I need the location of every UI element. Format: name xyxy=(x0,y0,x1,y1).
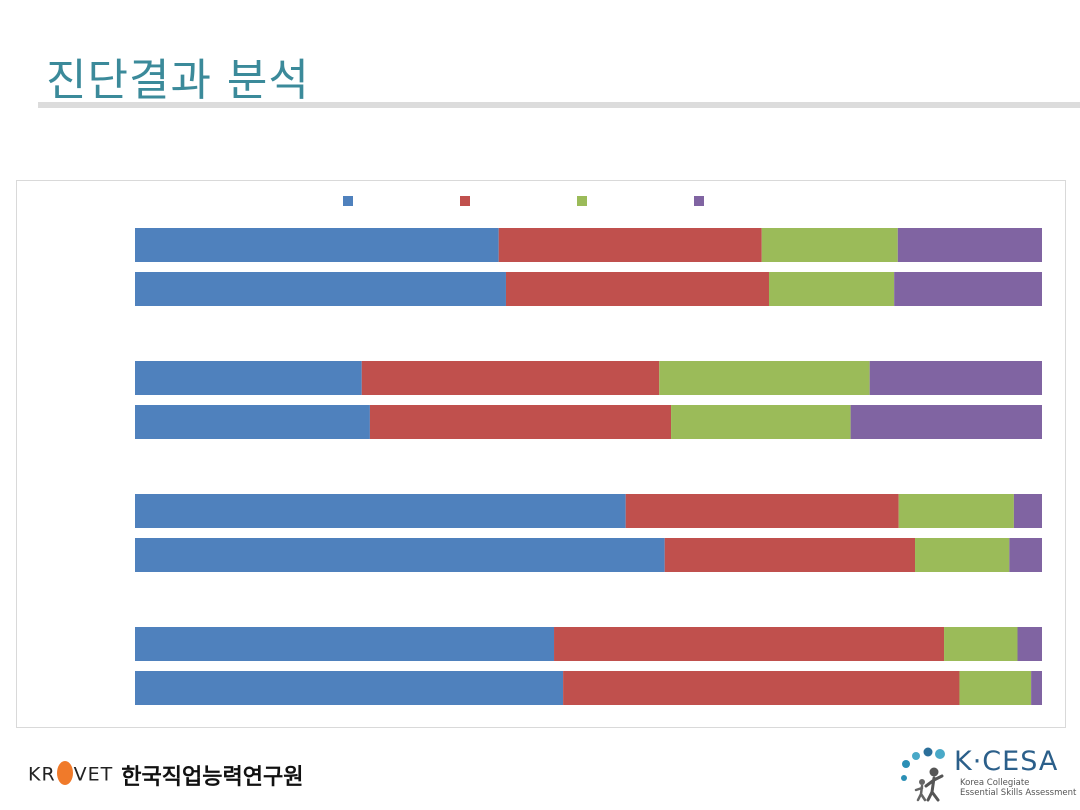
krivet-logo-korean: 한국직업능력연구원 xyxy=(121,765,304,790)
bar-segment-row6-series1 xyxy=(135,538,665,572)
bar-segment-row6-series4 xyxy=(1009,538,1042,572)
bar-segment-row5-series2 xyxy=(625,494,899,528)
bar-segment-row2-series3 xyxy=(768,272,895,306)
bar-segment-row4-series2 xyxy=(369,405,672,439)
bar-segment-row5-series4 xyxy=(1013,494,1042,528)
bar-segment-row8-series4 xyxy=(1031,671,1042,705)
bar-segment-row7-series4 xyxy=(1017,627,1042,661)
krivet-logo-text-part2: VET xyxy=(73,763,114,786)
bar-segment-row2-series4 xyxy=(894,272,1042,306)
krivet-logo-mark xyxy=(56,761,73,785)
kcesa-logo-subtitle-line1: Korea Collegiate xyxy=(960,778,1030,788)
bar-segment-row5-series1 xyxy=(135,494,626,528)
bar-segment-row2-series2 xyxy=(505,272,769,306)
bar-segment-row8-series3 xyxy=(959,671,1032,705)
krivet-logo-text-part1: KR xyxy=(28,763,56,786)
chart-area xyxy=(16,180,1066,728)
bar-segment-row8-series1 xyxy=(135,671,564,705)
bar-segment-row1-series2 xyxy=(498,228,762,262)
bar-segment-row6-series2 xyxy=(664,538,916,572)
bar-segment-row1-series4 xyxy=(897,228,1042,262)
bar-segment-row1-series1 xyxy=(135,228,499,262)
bar-segment-row2-series1 xyxy=(135,272,506,306)
kcesa-logo-subtitle-line2: Essential Skills Assessment xyxy=(960,788,1077,798)
bar-segment-row4-series3 xyxy=(671,405,851,439)
bar-segment-row8-series2 xyxy=(563,671,960,705)
kcesa-figures-icon xyxy=(901,747,945,802)
legend-key-1 xyxy=(343,196,353,206)
bar-segment-row3-series3 xyxy=(659,361,870,395)
bar-segment-row4-series4 xyxy=(850,405,1042,439)
kcesa-logo: K·CESA Korea Collegiate Essential Skills… xyxy=(896,742,1076,802)
legend-key-2 xyxy=(460,196,470,206)
bar-segment-row5-series3 xyxy=(898,494,1014,528)
bar-segment-row7-series1 xyxy=(135,627,555,661)
slide-title: 진단결과 분석 xyxy=(46,55,310,106)
bar-segment-row7-series2 xyxy=(554,627,945,661)
bar-segment-row4-series1 xyxy=(135,405,370,439)
krivet-logo-text: KR VET xyxy=(28,761,114,787)
kcesa-logo-subtitle: Korea Collegiate Essential Skills Assess… xyxy=(960,778,1076,798)
stacked-bar-chart xyxy=(135,196,1042,705)
bar-segment-row3-series1 xyxy=(135,361,362,395)
bar-segment-row3-series4 xyxy=(869,361,1042,395)
bar-segment-row3-series2 xyxy=(361,361,660,395)
title-underline xyxy=(38,102,1080,108)
legend-key-3 xyxy=(577,196,587,206)
krivet-logo: KR VET 한국직업능력연구원 xyxy=(28,758,303,792)
bar-segment-row6-series3 xyxy=(915,538,1010,572)
bar-segment-row1-series3 xyxy=(761,228,898,262)
bar-segment-row7-series3 xyxy=(944,627,1018,661)
legend-key-4 xyxy=(694,196,704,206)
kcesa-logo-name: K·CESA xyxy=(954,746,1059,777)
